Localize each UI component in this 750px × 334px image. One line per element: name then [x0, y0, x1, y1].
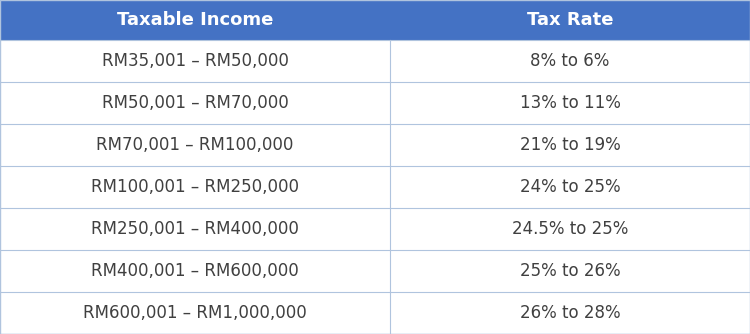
Text: RM35,001 – RM50,000: RM35,001 – RM50,000	[101, 52, 289, 70]
FancyBboxPatch shape	[0, 292, 750, 334]
FancyBboxPatch shape	[0, 40, 750, 82]
Text: RM600,001 – RM1,000,000: RM600,001 – RM1,000,000	[83, 304, 307, 322]
FancyBboxPatch shape	[0, 124, 750, 166]
FancyBboxPatch shape	[0, 0, 750, 40]
Text: RM100,001 – RM250,000: RM100,001 – RM250,000	[91, 178, 299, 196]
Text: Taxable Income: Taxable Income	[117, 11, 273, 29]
FancyBboxPatch shape	[0, 166, 750, 208]
Text: RM70,001 – RM100,000: RM70,001 – RM100,000	[96, 136, 294, 154]
Text: 8% to 6%: 8% to 6%	[530, 52, 610, 70]
Circle shape	[592, 157, 728, 217]
Ellipse shape	[548, 214, 750, 334]
Text: 25% to 26%: 25% to 26%	[520, 262, 620, 280]
Text: 24% to 25%: 24% to 25%	[520, 178, 620, 196]
Text: 26% to 28%: 26% to 28%	[520, 304, 620, 322]
Text: 24.5% to 25%: 24.5% to 25%	[512, 220, 628, 238]
Text: RM50,001 – RM70,000: RM50,001 – RM70,000	[102, 94, 288, 112]
Text: Tax Rate: Tax Rate	[526, 11, 614, 29]
FancyBboxPatch shape	[0, 250, 750, 292]
Text: 21% to 19%: 21% to 19%	[520, 136, 620, 154]
Text: RM400,001 – RM600,000: RM400,001 – RM600,000	[92, 262, 298, 280]
FancyBboxPatch shape	[0, 208, 750, 250]
Text: 13% to 11%: 13% to 11%	[520, 94, 620, 112]
FancyBboxPatch shape	[0, 82, 750, 124]
Text: RM250,001 – RM400,000: RM250,001 – RM400,000	[91, 220, 299, 238]
